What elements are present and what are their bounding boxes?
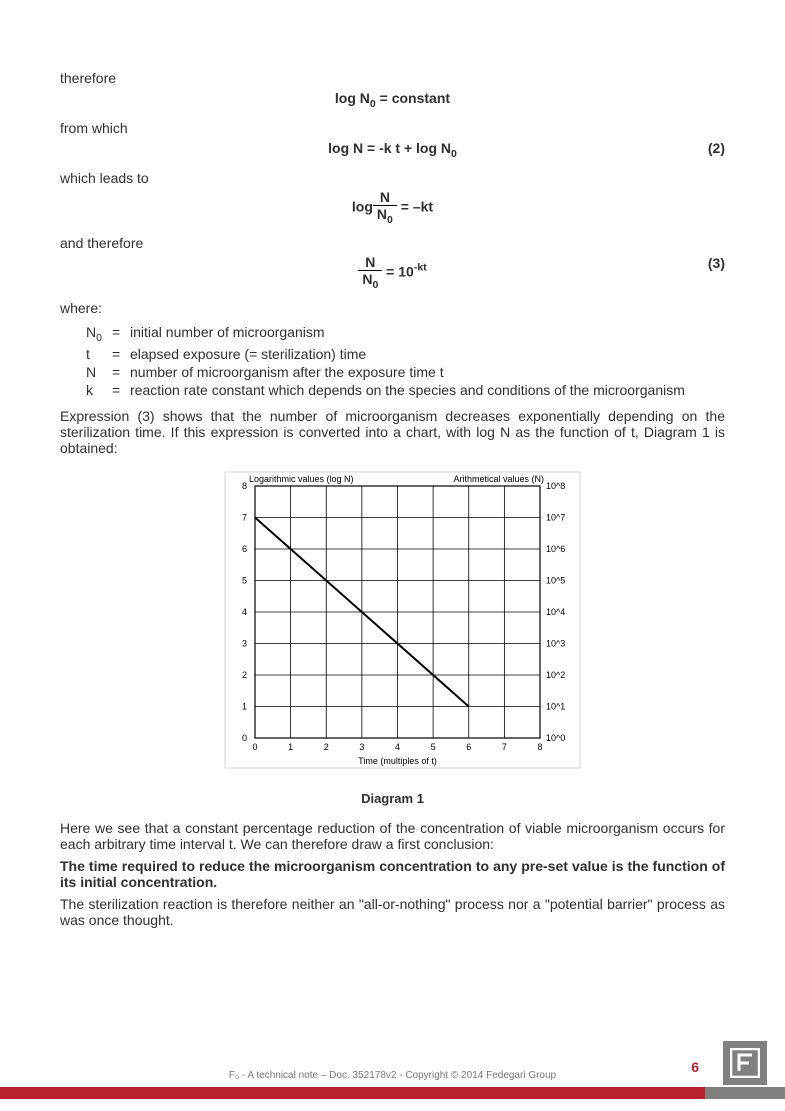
svg-text:1: 1: [241, 701, 246, 711]
svg-text:Arithmetical values (N): Arithmetical values (N): [453, 474, 544, 484]
svg-text:8: 8: [241, 481, 246, 491]
equation-logN0-constant: log N0 = constant: [60, 90, 725, 110]
svg-text:10^2: 10^2: [546, 670, 565, 680]
svg-text:8: 8: [537, 742, 542, 752]
logo-icon: [723, 1041, 767, 1085]
svg-text:3: 3: [359, 742, 364, 752]
def-sym-N: N: [86, 364, 112, 380]
svg-text:4: 4: [394, 742, 399, 752]
text-which-leads: which leads to: [60, 170, 725, 186]
diagram-1-chart: 0 1 2 3 4 5 6 7 8 0 1 2 3 4 5 6 7 8 10^0 10^1 10^2 10^3 10^4 10…: [60, 468, 725, 781]
svg-text:5: 5: [430, 742, 435, 752]
svg-text:0: 0: [252, 742, 257, 752]
svg-text:1: 1: [288, 742, 293, 752]
definitions-list: N0 = initial number of microorganism t =…: [86, 324, 725, 398]
def-k: reaction rate constant which depends on …: [130, 382, 725, 398]
para-expression-3: Expression (3) shows that the number of …: [60, 408, 725, 456]
svg-text:10^7: 10^7: [546, 512, 565, 522]
text-from-which: from which: [60, 120, 725, 136]
equation-3: NN0 = 10-kt (3): [60, 255, 725, 290]
svg-text:7: 7: [241, 512, 246, 522]
page-footer: F₀ - A technical note – Doc. 352178v2 - …: [0, 1070, 785, 1099]
para-conclusion-bold: The time required to reduce the microorg…: [60, 858, 725, 890]
equation-number-2: (2): [708, 140, 725, 156]
svg-text:Time (multiples of t): Time (multiples of t): [358, 756, 437, 766]
footer-bar-red: [0, 1087, 705, 1099]
text-where: where:: [60, 300, 725, 316]
def-N: number of microorganism after the exposu…: [130, 364, 725, 380]
def-sym-k: k: [86, 382, 112, 398]
svg-text:5: 5: [241, 575, 246, 585]
svg-text:10^0: 10^0: [546, 733, 565, 743]
svg-text:10^1: 10^1: [546, 701, 565, 711]
footer-text: F₀ - A technical note – Doc. 352178v2 - …: [0, 1070, 785, 1081]
def-N0: initial number of microorganism: [130, 324, 725, 340]
equation-2: log N = -k t + log N0 (2): [60, 140, 725, 160]
svg-text:2: 2: [241, 670, 246, 680]
svg-text:2: 2: [323, 742, 328, 752]
svg-text:10^3: 10^3: [546, 638, 565, 648]
para-last: The sterilization reaction is therefore …: [60, 896, 725, 928]
svg-text:10^6: 10^6: [546, 544, 565, 554]
svg-text:10^8: 10^8: [546, 481, 565, 491]
footer-bar-grey: [705, 1087, 785, 1099]
svg-text:Logarithmic values (log N): Logarithmic values (log N): [249, 474, 354, 484]
svg-text:10^5: 10^5: [546, 575, 565, 585]
diagram-1-caption: Diagram 1: [60, 791, 725, 806]
svg-text:10^4: 10^4: [546, 607, 565, 617]
svg-text:6: 6: [466, 742, 471, 752]
para-here-we-see: Here we see that a constant percentage r…: [60, 820, 725, 852]
text-and-therefore: and therefore: [60, 235, 725, 251]
def-t: elapsed exposure (= sterilization) time: [130, 346, 725, 362]
svg-text:4: 4: [241, 607, 246, 617]
def-sym-t: t: [86, 346, 112, 362]
equation-log-fraction: logNN0 = –kt: [60, 190, 725, 225]
def-sym-N0: N0: [86, 324, 112, 344]
equation-number-3: (3): [708, 255, 725, 271]
svg-text:6: 6: [241, 544, 246, 554]
svg-text:3: 3: [241, 638, 246, 648]
text-therefore: therefore: [60, 70, 725, 86]
page-number: 6: [691, 1059, 699, 1075]
svg-text:0: 0: [241, 733, 246, 743]
svg-text:7: 7: [501, 742, 506, 752]
